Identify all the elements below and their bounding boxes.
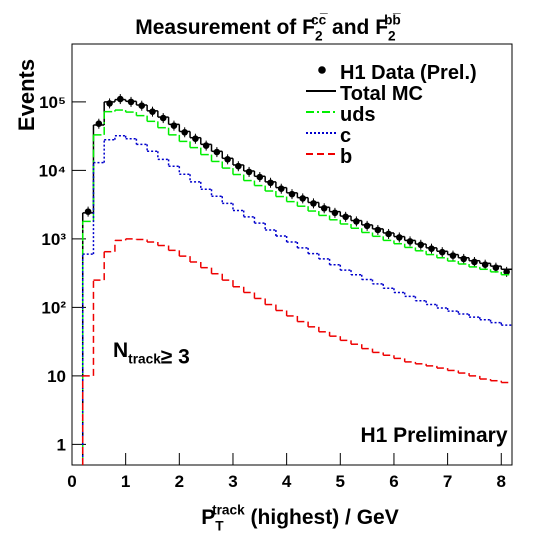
legend-label: b	[340, 146, 352, 168]
x-axis-label: PTtrack (highest) / GeV	[201, 503, 398, 534]
data-point	[95, 120, 103, 128]
text-part: Measurement of F	[135, 16, 315, 39]
data-point	[181, 128, 188, 136]
data-point	[288, 190, 296, 198]
legend-label: Total MC	[340, 83, 423, 105]
text-part: cc̅	[311, 13, 328, 28]
text-part: 2	[315, 28, 323, 43]
y-tick-label: 10³	[41, 230, 66, 249]
annotation: Ntrack≥ 3	[113, 339, 190, 368]
data-point	[406, 238, 414, 245]
data-point	[235, 162, 242, 170]
legend-label: uds	[340, 104, 376, 126]
text-part: bb̅	[384, 13, 401, 28]
data-point	[106, 100, 113, 107]
legend-label: c	[340, 125, 351, 147]
x-tick-label: 3	[228, 472, 237, 491]
x-tick-label: 8	[497, 472, 506, 491]
y-tick-label: 10	[47, 367, 66, 386]
data-point	[277, 185, 285, 193]
data-point	[224, 156, 231, 163]
data-point	[481, 261, 489, 268]
legend-label: H1 Data (Prel.)	[340, 62, 477, 84]
y-tick-label: 10⁵	[39, 93, 66, 112]
data-point	[396, 234, 403, 241]
x-tick-label: 4	[282, 472, 292, 491]
y-tick-label: 1	[57, 435, 66, 454]
data-point	[202, 142, 210, 149]
text-part: and F	[326, 16, 388, 39]
data-point	[149, 108, 156, 115]
text-part: (highest) / GeV	[245, 506, 399, 529]
data-point	[310, 200, 317, 207]
data-point	[170, 122, 178, 129]
data-point	[385, 230, 392, 238]
title-text: Measurement of F2cc̅ and F2bb̅	[135, 13, 401, 44]
data-point	[159, 114, 167, 122]
text-part: P	[201, 506, 215, 529]
text-part: N	[113, 339, 128, 362]
data-point	[320, 204, 328, 212]
data-point	[428, 245, 435, 252]
data-point	[460, 255, 468, 263]
x-tick-label: 2	[175, 472, 184, 491]
data-point	[299, 195, 307, 202]
text-part: track	[128, 351, 161, 366]
y-tick-label: 10²	[41, 298, 66, 317]
data-point	[471, 258, 478, 266]
data-point	[84, 208, 92, 215]
y-axis-label: Events	[14, 59, 39, 131]
x-tick-label: 0	[67, 472, 76, 491]
data-point	[213, 148, 221, 156]
text-part: ≥ 3	[161, 345, 190, 368]
data-point	[267, 179, 274, 187]
x-tick-label: 5	[336, 472, 345, 491]
data-point	[492, 264, 500, 271]
plot-frame	[71, 43, 513, 466]
annotation: H1 Preliminary	[360, 424, 507, 447]
text-part: track	[212, 503, 245, 518]
data-point	[363, 222, 371, 230]
x-tick-label: 7	[443, 472, 452, 491]
data-point	[438, 248, 446, 256]
text-part: 2	[388, 28, 396, 43]
data-point	[503, 268, 510, 276]
legend-marker	[318, 66, 326, 74]
data-point	[353, 218, 360, 225]
data-point	[245, 168, 253, 176]
data-point	[374, 226, 382, 234]
data-point	[192, 135, 199, 143]
y-tick-label: 10⁴	[39, 161, 66, 180]
data-point	[331, 209, 339, 217]
x-tick-label: 1	[121, 472, 130, 491]
data-point	[449, 252, 457, 259]
text-part: T	[215, 518, 224, 533]
x-tick-label: 6	[389, 472, 398, 491]
